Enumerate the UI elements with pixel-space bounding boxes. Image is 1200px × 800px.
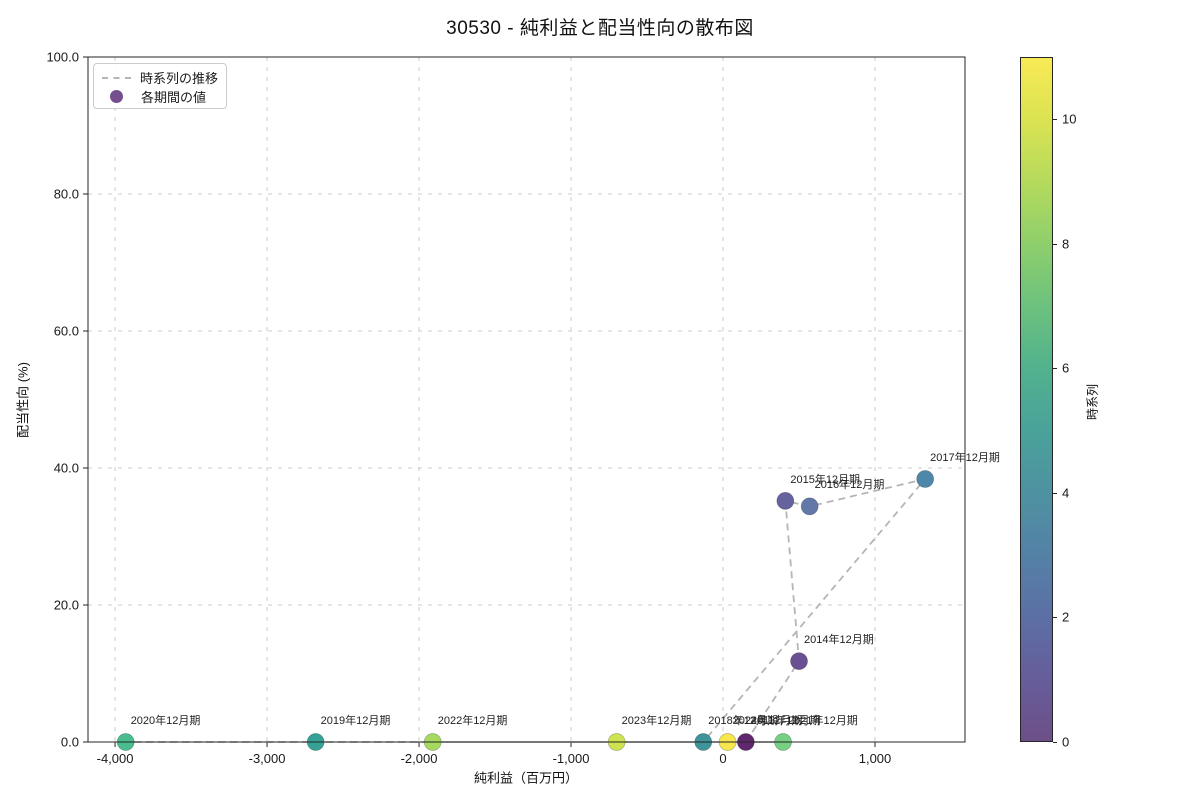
- time-series-path: [125, 477, 928, 743]
- legend: 時系列の推移 各期間の値: [93, 63, 227, 109]
- legend-line-label: 時系列の推移: [139, 71, 218, 86]
- x-tick-label: -1,000: [553, 751, 590, 766]
- colorbar-tick-mark: [1053, 119, 1057, 121]
- colorbar-tick-mark: [1053, 368, 1057, 370]
- point-label: 2019年12月期: [320, 715, 391, 727]
- chart-title: 30530 - 純利益と配当性向の散布図: [446, 18, 754, 39]
- marker-dot-icon: [110, 90, 123, 103]
- colorbar-tick-label: 10: [1062, 111, 1077, 127]
- point-label: 2023年12月期: [621, 715, 692, 727]
- point-label: 2013年12月期: [750, 715, 821, 727]
- y-tick-label: 0.0: [61, 735, 79, 750]
- y-tick-label: 20.0: [54, 598, 79, 613]
- colorbar-label: 時系列: [1085, 383, 1100, 421]
- dashed-line-icon: [102, 76, 131, 79]
- point-label: 2017年12月期: [930, 451, 1000, 464]
- colorbar-tick-label: 4: [1062, 485, 1070, 501]
- axes-frame: [87, 56, 966, 743]
- point-label: 2014年12月期: [804, 634, 874, 647]
- point-label: 2021年12月期: [788, 715, 858, 727]
- x-tick-label: -3,000: [249, 751, 286, 766]
- data-point: [916, 470, 935, 488]
- point-label: 2020年12月期: [130, 715, 201, 727]
- y-tick-label: 80.0: [54, 187, 79, 202]
- point-label: 2024年12月期: [732, 715, 803, 727]
- legend-marker-label: 各期間の値: [141, 90, 207, 105]
- colorbar: [1020, 57, 1053, 742]
- y-tick-label: 60.0: [54, 324, 79, 339]
- point-label: 2022年12月期: [437, 715, 508, 727]
- data-point: [776, 492, 795, 510]
- y-tick-label: 100.0: [46, 50, 79, 65]
- x-axis-label: 純利益（百万円）: [473, 770, 579, 786]
- x-tick-label: -4,000: [97, 751, 134, 766]
- point-label: 2018年12月期: [708, 715, 778, 727]
- data-point: [800, 497, 819, 516]
- colorbar-tick-label: 6: [1062, 360, 1070, 376]
- y-tick-label: 40.0: [54, 461, 79, 476]
- colorbar-tick-mark: [1053, 243, 1057, 245]
- x-tick-label: 0: [719, 751, 726, 766]
- x-tick-label: -2,000: [401, 751, 438, 766]
- x-tick-label: 1,000: [859, 751, 892, 766]
- legend-item-line: 時系列の推移: [102, 68, 218, 87]
- colorbar-tick-mark: [1053, 617, 1057, 619]
- y-axis-label: 配当性向 (%): [15, 362, 31, 438]
- colorbar-tick-label: 8: [1062, 236, 1070, 252]
- colorbar-tick-label: 0: [1062, 734, 1070, 750]
- colorbar-tick-mark: [1053, 742, 1057, 743]
- colorbar-tick-mark: [1053, 492, 1057, 494]
- legend-item-marker: 各期間の値: [102, 87, 218, 106]
- point-label: 2016年12月期: [814, 479, 885, 492]
- colorbar-tick-label: 2: [1062, 609, 1070, 625]
- data-point: [790, 652, 808, 671]
- point-label: 2015年12月期: [790, 473, 861, 486]
